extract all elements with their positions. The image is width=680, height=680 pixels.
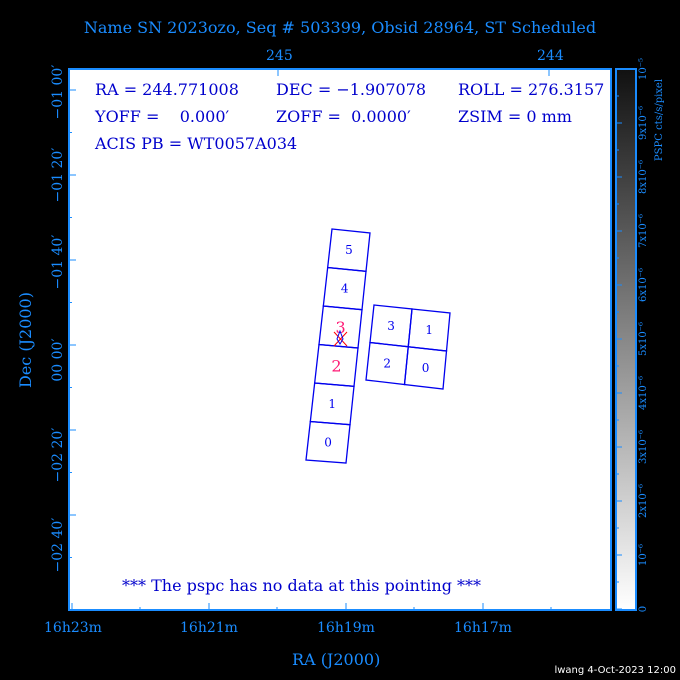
s-chip-label: 5 — [345, 243, 353, 257]
top-tick-label: 244 — [537, 48, 564, 64]
no-data-message: *** The pspc has no data at this pointin… — [122, 576, 482, 595]
bottom-tick-label: 16h23m — [44, 620, 102, 636]
figure-title: Name SN 2023ozo, Seq # 503399, Obsid 289… — [83, 18, 597, 37]
s-chip-label: 2 — [331, 356, 341, 375]
i-chip-label: 0 — [422, 361, 430, 375]
yoff-readout: YOFF = 0.000′ — [95, 107, 230, 126]
i-chip-label: 2 — [383, 356, 391, 370]
s-chip-label: 1 — [328, 397, 336, 411]
zoff-readout: ZOFF = 0.0000′ — [276, 107, 411, 126]
bottom-tick-label: 16h21m — [180, 620, 238, 636]
dec-readout: DEC = −1.907078 — [276, 80, 427, 99]
i-chip-0 — [403, 346, 448, 390]
footer-stamp: lwang 4-Oct-2023 12:00 — [554, 665, 676, 676]
zsim-readout: ZSIM = 0 mm — [458, 107, 572, 126]
aimpoint-diamond-icon — [336, 329, 344, 345]
s-chip-label: 3 — [335, 318, 345, 337]
roll-readout: ROLL = 276.3157 — [458, 80, 605, 99]
s-chip-5 — [326, 228, 371, 273]
i-chip-label: 3 — [387, 319, 395, 333]
x-axis-label: RA (J2000) — [292, 650, 381, 669]
bottom-tick-label: 16h17m — [454, 620, 512, 636]
s-chip-label: 0 — [324, 435, 332, 449]
bottom-tick-label: 16h19m — [317, 620, 375, 636]
i-chip-label: 1 — [425, 323, 433, 337]
aimpoint-cross-icon — [333, 331, 348, 347]
acis-pb-readout: ACIS PB = WT0057A034 — [95, 134, 298, 153]
s-chip-label: 4 — [341, 282, 349, 296]
ra-readout: RA = 244.771008 — [95, 80, 239, 99]
top-tick-label: 245 — [266, 48, 293, 64]
